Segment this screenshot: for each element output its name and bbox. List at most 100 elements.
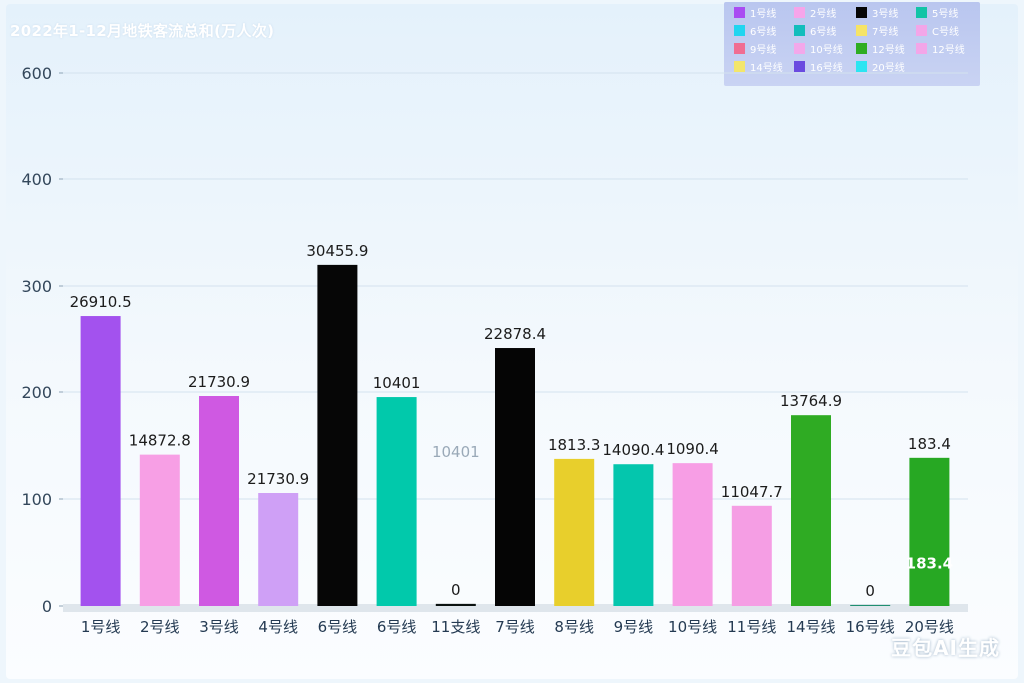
bar xyxy=(139,454,180,606)
data-label: 1090.4 xyxy=(666,440,719,458)
bar xyxy=(495,348,535,606)
data-label: 13764.9 xyxy=(780,392,842,410)
legend-swatch xyxy=(794,60,805,72)
x-tick-label: 4号线 xyxy=(258,618,298,636)
data-label: 183.4 xyxy=(908,435,951,453)
legend-label: 7号线 xyxy=(872,26,899,38)
data-label: 30455.9 xyxy=(306,242,368,260)
legend-label: 20号线 xyxy=(872,62,905,74)
bar xyxy=(317,264,358,606)
bar xyxy=(554,458,595,606)
x-tick-label: 9号线 xyxy=(614,618,654,636)
legend-item[interactable]: 12号线 xyxy=(856,40,905,56)
legend-item[interactable]: 3号线 xyxy=(856,4,898,20)
legend-swatch xyxy=(734,60,745,72)
bar xyxy=(199,395,239,606)
legend-item[interactable]: 20号线 xyxy=(856,58,905,74)
x-tick-label: 6号线 xyxy=(377,618,417,636)
legend-swatch xyxy=(794,42,805,54)
legend-swatch xyxy=(734,24,745,36)
bar xyxy=(376,397,417,606)
legend-label: 12号线 xyxy=(872,44,905,56)
bar xyxy=(909,457,950,606)
y-tick-label: 0 xyxy=(42,597,52,616)
y-tick-label: 600 xyxy=(21,64,52,83)
legend-item[interactable]: 5号线 xyxy=(916,4,958,20)
x-tick-label: 2号线 xyxy=(140,618,180,636)
chart-title: 2022年1-12月地铁客流总和(万人次) xyxy=(10,22,275,40)
data-label: 11047.7 xyxy=(721,483,783,501)
bar xyxy=(613,464,654,606)
legend-label: 10号线 xyxy=(810,44,843,56)
data-label: 10401 xyxy=(373,374,421,392)
legend-item[interactable]: 6号线 xyxy=(794,22,836,38)
legend-item[interactable]: 7号线 xyxy=(856,22,898,38)
legend-item[interactable]: C号线 xyxy=(916,22,959,38)
legend-swatch xyxy=(916,24,927,36)
legend-item[interactable]: 16号线 xyxy=(794,58,843,74)
legend-swatch xyxy=(734,6,745,18)
legend-swatch xyxy=(916,6,927,18)
legend-label: 1号线 xyxy=(750,8,777,20)
legend-item[interactable]: 1号线 xyxy=(734,4,776,20)
legend-swatch xyxy=(794,24,805,36)
watermark: 豆包AI生成 xyxy=(891,636,1000,660)
x-tick-label: 8号线 xyxy=(554,618,594,636)
legend-swatch xyxy=(856,42,867,54)
x-tick-label: 16号线 xyxy=(846,618,895,636)
y-tick-label: 300 xyxy=(21,277,52,296)
y-tick-label: 100 xyxy=(21,490,52,509)
data-label: 14872.8 xyxy=(129,432,191,450)
data-label: 26910.5 xyxy=(70,293,132,311)
data-label: 22878.4 xyxy=(484,325,546,343)
bar xyxy=(672,463,713,606)
x-tick-label: 6号线 xyxy=(318,618,358,636)
x-tick-label: 3号线 xyxy=(199,618,239,636)
y-tick-label: 400 xyxy=(21,170,52,189)
legend-label: C号线 xyxy=(932,26,959,38)
legend-swatch xyxy=(856,24,867,36)
legend-swatch xyxy=(856,60,867,72)
legend-label: 16号线 xyxy=(810,62,843,74)
legend-label: 9号线 xyxy=(750,44,777,56)
legend-label: 6号线 xyxy=(750,26,777,38)
x-tick-label: 11支线 xyxy=(431,618,480,636)
legend-label: 3号线 xyxy=(872,8,899,20)
data-label: 14090.4 xyxy=(602,441,664,459)
legend-label: 5号线 xyxy=(932,8,959,20)
data-label: 0 xyxy=(451,581,461,599)
stray-data-label: 183.4 xyxy=(906,555,953,573)
bar xyxy=(731,505,772,606)
bar xyxy=(791,415,831,606)
x-tick-label: 10号线 xyxy=(668,618,717,636)
data-label: 0 xyxy=(865,582,875,600)
legend-item[interactable]: 12号线 xyxy=(916,40,965,56)
legend-swatch xyxy=(734,42,745,54)
legend-swatch xyxy=(794,6,805,18)
chart-legend: 1号线 2号线 3号线 5号线 6号线 6号线 7号线 C号线 9号线 10号线 12号线 12号线 1… xyxy=(724,2,980,86)
legend-item[interactable]: 9号线 xyxy=(734,40,776,56)
x-tick-label: 11号线 xyxy=(727,618,776,636)
stray-data-label: 10401 xyxy=(432,443,480,461)
x-tick-label: 7号线 xyxy=(495,618,535,636)
x-tick-label: 14号线 xyxy=(786,618,835,636)
legend-item[interactable]: 14号线 xyxy=(734,58,783,74)
legend-item[interactable]: 2号线 xyxy=(794,4,836,20)
x-axis-baseline xyxy=(63,604,968,612)
y-tick-label: 200 xyxy=(21,383,52,402)
data-label: 21730.9 xyxy=(247,470,309,488)
legend-swatch xyxy=(856,6,867,18)
legend-item[interactable]: 6号线 xyxy=(734,22,776,38)
legend-swatch xyxy=(916,42,927,54)
x-tick-label: 20号线 xyxy=(905,618,954,636)
bar xyxy=(258,493,299,606)
legend-item[interactable]: 10号线 xyxy=(794,40,843,56)
bar xyxy=(850,604,891,606)
legend-label: 14号线 xyxy=(750,62,783,74)
data-label: 21730.9 xyxy=(188,373,250,391)
bar xyxy=(435,603,476,606)
legend-label: 12号线 xyxy=(932,44,965,56)
data-label: 1813.3 xyxy=(548,436,601,454)
bar xyxy=(80,316,121,606)
